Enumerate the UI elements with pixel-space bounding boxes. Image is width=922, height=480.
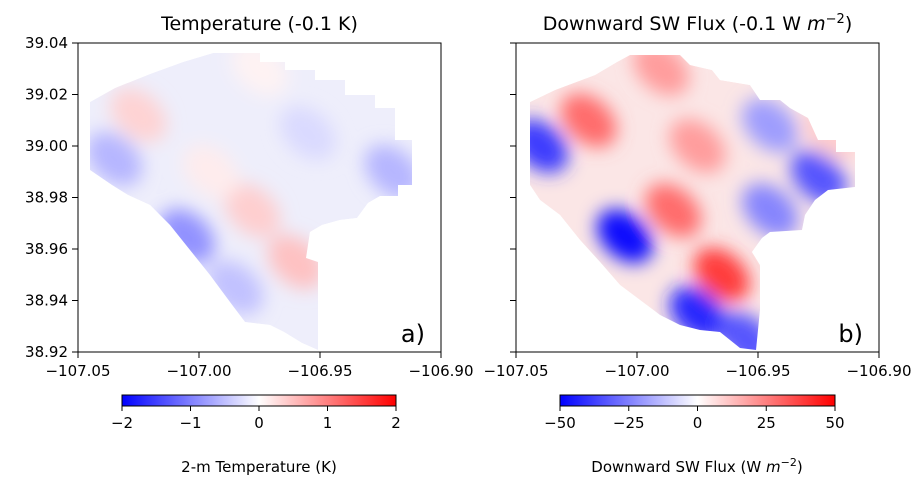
anomaly-blob bbox=[669, 119, 726, 173]
colorbar-a-label: 2-m Temperature (K) bbox=[181, 458, 337, 476]
colorbar-tick-label: 25 bbox=[757, 414, 776, 432]
y-axis-b bbox=[510, 42, 516, 353]
anomaly-blob bbox=[645, 183, 702, 238]
colorbar-a: −2 −1 0 1 2 2-m Temperature (K) bbox=[111, 394, 401, 476]
x-tick-label: −106.90 bbox=[846, 362, 911, 380]
colorbar-a-ticks: −2 −1 0 1 2 bbox=[111, 406, 401, 432]
anomaly-blob bbox=[742, 183, 799, 238]
sw-flux-field bbox=[530, 55, 855, 350]
colorbar-tick-label: 2 bbox=[391, 414, 401, 432]
colorbar-b-ticks: −50 −25 0 25 50 bbox=[544, 406, 845, 432]
colorbar-tick-label: 1 bbox=[323, 414, 333, 432]
x-tick-label: −107.05 bbox=[45, 362, 110, 380]
anomaly-blob bbox=[279, 106, 336, 161]
x-tick-label: −107.00 bbox=[604, 362, 669, 380]
colorbar-tick-label: 0 bbox=[254, 414, 264, 432]
anomaly-blob bbox=[596, 209, 653, 264]
y-tick-label: 38.98 bbox=[25, 189, 68, 207]
colorbar-b: −50 −25 0 25 50 Downward SW Flux (W m−2) bbox=[544, 394, 845, 477]
anomaly-blob bbox=[183, 144, 240, 199]
x-axis-b: −107.05 −107.00 −106.95 −106.90 bbox=[483, 352, 912, 380]
colorbar-tick-label: 0 bbox=[693, 414, 703, 432]
anomaly-blob bbox=[742, 98, 799, 153]
y-tick-label: 39.02 bbox=[25, 86, 68, 104]
colorbar-a-gradient bbox=[121, 394, 397, 407]
panel-b-label: b) bbox=[838, 320, 863, 348]
anomaly-blob bbox=[560, 93, 617, 148]
anomaly-blob bbox=[224, 183, 281, 238]
temperature-field bbox=[90, 53, 412, 350]
y-tick-label: 38.92 bbox=[25, 343, 68, 361]
x-tick-label: −106.90 bbox=[408, 362, 473, 380]
temperature-anomaly-features bbox=[90, 53, 412, 315]
y-tick-label: 39.00 bbox=[25, 137, 68, 155]
panel-b-title: Downward SW Flux (-0.1 W m−2) bbox=[543, 12, 852, 36]
y-axis-a: 39.04 39.02 39.00 38.98 38.96 38.94 38.92 bbox=[25, 34, 78, 361]
y-tick-label: 38.96 bbox=[25, 240, 68, 258]
y-tick-label: 39.04 bbox=[25, 34, 68, 52]
colorbar-tick-label: −2 bbox=[111, 414, 133, 432]
colorbar-b-label: Downward SW Flux (W m−2) bbox=[591, 456, 802, 477]
panel-b: −107.05 −107.00 −106.95 −106.90 Downward SW… bbox=[483, 12, 911, 381]
colorbar-tick-label: −1 bbox=[179, 414, 201, 432]
anomaly-blob bbox=[530, 119, 569, 173]
x-tick-label: −106.95 bbox=[287, 362, 352, 380]
colorbar-tick-label: 50 bbox=[825, 414, 844, 432]
x-axis-a: −107.05 −107.00 −106.95 −106.90 bbox=[45, 352, 474, 380]
x-tick-label: −106.95 bbox=[725, 362, 790, 380]
anomaly-blob bbox=[633, 55, 690, 96]
anomaly-blob bbox=[693, 247, 750, 302]
panel-a-label: a) bbox=[401, 320, 425, 348]
panel-a: −107.05 −107.00 −106.95 −106.90 39.0439.023… bbox=[25, 13, 473, 380]
anomaly-blob bbox=[90, 131, 143, 186]
anomaly-blob bbox=[110, 88, 167, 143]
colorbar-tick-label: −25 bbox=[613, 414, 645, 432]
x-tick-label: −107.00 bbox=[166, 362, 231, 380]
panel-a-title: Temperature (-0.1 K) bbox=[160, 13, 358, 35]
x-tick-label: −107.05 bbox=[483, 362, 548, 380]
y-tick-label: 38.94 bbox=[25, 292, 68, 310]
colorbar-b-gradient bbox=[559, 394, 836, 407]
colorbar-tick-label: −50 bbox=[544, 414, 576, 432]
